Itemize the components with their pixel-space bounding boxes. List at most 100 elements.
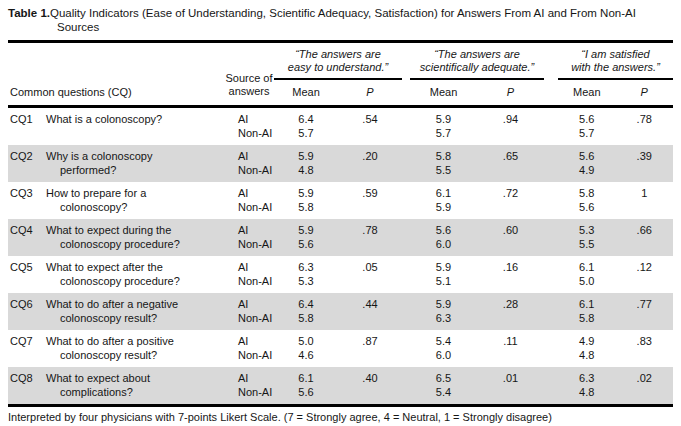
question-cell: What to do after a negative colonoscopy … [46, 297, 224, 325]
ease-p: .40 [338, 371, 402, 399]
ease-p-label: P [338, 86, 402, 98]
cq-id: CQ2 [8, 149, 46, 177]
question-cell: Why is a colonoscopy performed? [46, 149, 224, 177]
table-row: CQ8 What to expect about complications? … [8, 367, 673, 404]
sci-mean-label: Mean [410, 86, 477, 98]
header-common-questions: Common questions (CQ) [8, 86, 224, 98]
ease-cells: 6.4 5.8 .44 [274, 297, 402, 325]
sci-mean: 6.1 5.9 [410, 186, 477, 214]
ease-cells: 6.3 5.3 .05 [274, 260, 402, 288]
sci-mean: 5.4 6.0 [410, 334, 477, 362]
ease-p: .59 [338, 186, 402, 214]
table-row: CQ5 What to expect after the colonoscopy… [8, 256, 673, 293]
ease-mean-label: Mean [274, 86, 338, 98]
header-group-scientific: “The answers are scientifically adequate… [410, 48, 544, 98]
sat-p: .02 [616, 371, 674, 399]
source-cell: AI Non-AI [224, 149, 274, 177]
sci-cells: 6.1 5.9 .72 [410, 186, 544, 214]
sci-cells: 5.8 5.5 .65 [410, 149, 544, 177]
ease-cells: 5.0 4.6 .87 [274, 334, 402, 362]
sci-p: .60 [477, 223, 544, 251]
sat-mean: 5.3 5.5 [558, 223, 616, 251]
sci-cells: 5.9 6.3 .28 [410, 297, 544, 325]
sat-mean: 6.1 5.8 [558, 297, 616, 325]
ease-p: .05 [338, 260, 402, 288]
sat-cells: 5.8 5.6 1 [558, 186, 673, 214]
sat-cells: 6.1 5.8 .77 [558, 297, 673, 325]
group-ease-title: “The answers are easy to understand.” [274, 48, 402, 78]
ease-p: .20 [338, 149, 402, 177]
sci-p: .65 [477, 149, 544, 177]
cq-id: CQ4 [8, 223, 46, 251]
sat-mean: 6.3 4.8 [558, 371, 616, 399]
ease-mean: 6.3 5.3 [274, 260, 338, 288]
cq-id: CQ8 [8, 371, 46, 399]
source-cell: AI Non-AI [224, 297, 274, 325]
ease-mean: 6.4 5.7 [274, 112, 338, 140]
sat-cells: 4.9 4.8 .83 [558, 334, 673, 362]
sat-p: .78 [616, 112, 674, 140]
sci-mean: 6.5 5.4 [410, 371, 477, 399]
ease-mean: 5.9 4.8 [274, 149, 338, 177]
table-row: CQ6 What to do after a negative colonosc… [8, 293, 673, 330]
sat-p: .83 [616, 334, 674, 362]
table-row: CQ7 What to do after a positive colonosc… [8, 330, 673, 367]
sci-cells: 5.6 6.0 .60 [410, 223, 544, 251]
sci-cells: 5.9 5.7 .94 [410, 112, 544, 140]
table-footnote: Interpreted by four physicians with 7-po… [8, 407, 673, 424]
source-cell: AI Non-AI [224, 186, 274, 214]
table-row: CQ1 What is a colonoscopy? AI Non-AI 6.4… [8, 108, 673, 145]
header-source-of-answers: Source of answers [224, 72, 274, 98]
sat-mean: 5.6 4.9 [558, 149, 616, 177]
ease-cells: 5.9 5.8 .59 [274, 186, 402, 214]
ease-cells: 5.9 5.6 .78 [274, 223, 402, 251]
paper-table-page: Table 1.Quality Indicators (Ease of Unde… [0, 0, 681, 424]
sci-p: .11 [477, 334, 544, 362]
table-title-line1: Table 1.Quality Indicators (Ease of Unde… [8, 6, 673, 20]
sat-mean: 4.9 4.8 [558, 334, 616, 362]
sci-p: .72 [477, 186, 544, 214]
sat-p: .66 [616, 223, 674, 251]
sat-cells: 6.1 5.0 .12 [558, 260, 673, 288]
group-satisfied-title: “I am satisfied with the answers.” [558, 48, 673, 78]
table-title-text: Quality Indicators (Ease of Understandin… [50, 7, 636, 19]
sci-mean: 5.6 6.0 [410, 223, 477, 251]
source-cell: AI Non-AI [224, 371, 274, 399]
source-cell: AI Non-AI [224, 112, 274, 140]
sat-p-label: P [616, 86, 674, 98]
ease-mean: 6.1 5.6 [274, 371, 338, 399]
source-cell: AI Non-AI [224, 223, 274, 251]
sci-p: .28 [477, 297, 544, 325]
table-title: Table 1.Quality Indicators (Ease of Unde… [8, 6, 673, 34]
sci-mean: 5.9 5.1 [410, 260, 477, 288]
cq-id: CQ6 [8, 297, 46, 325]
ease-cells: 6.4 5.7 .54 [274, 112, 402, 140]
sci-mean: 5.9 5.7 [410, 112, 477, 140]
table-header: Common questions (CQ) Source of answers … [8, 43, 673, 105]
sci-p: .94 [477, 112, 544, 140]
sat-cells: 5.6 4.9 .39 [558, 149, 673, 177]
ease-mean: 5.9 5.6 [274, 223, 338, 251]
cq-id: CQ3 [8, 186, 46, 214]
sat-mean: 5.8 5.6 [558, 186, 616, 214]
table-row: CQ3 How to prepare for a colonoscopy? AI… [8, 182, 673, 219]
ease-mean: 6.4 5.8 [274, 297, 338, 325]
sci-mean: 5.9 6.3 [410, 297, 477, 325]
group-scientific-title: “The answers are scientifically adequate… [410, 48, 544, 78]
sci-cells: 5.9 5.1 .16 [410, 260, 544, 288]
sci-p: .16 [477, 260, 544, 288]
table-row: CQ4 What to expect during the colonoscop… [8, 219, 673, 256]
ease-mean: 5.0 4.6 [274, 334, 338, 362]
sci-cells: 5.4 6.0 .11 [410, 334, 544, 362]
source-cell: AI Non-AI [224, 334, 274, 362]
sat-p: .12 [616, 260, 674, 288]
sat-cells: 5.3 5.5 .66 [558, 223, 673, 251]
sat-cells: 5.6 5.7 .78 [558, 112, 673, 140]
ease-cells: 5.9 4.8 .20 [274, 149, 402, 177]
sat-mean: 5.6 5.7 [558, 112, 616, 140]
header-group-ease: “The answers are easy to understand.” Me… [274, 48, 402, 98]
question-cell: What to expect during the colonoscopy pr… [46, 223, 224, 251]
header-group-satisfied: “I am satisfied with the answers.” Mean … [558, 48, 673, 98]
sat-mean: 6.1 5.0 [558, 260, 616, 288]
cq-id: CQ5 [8, 260, 46, 288]
